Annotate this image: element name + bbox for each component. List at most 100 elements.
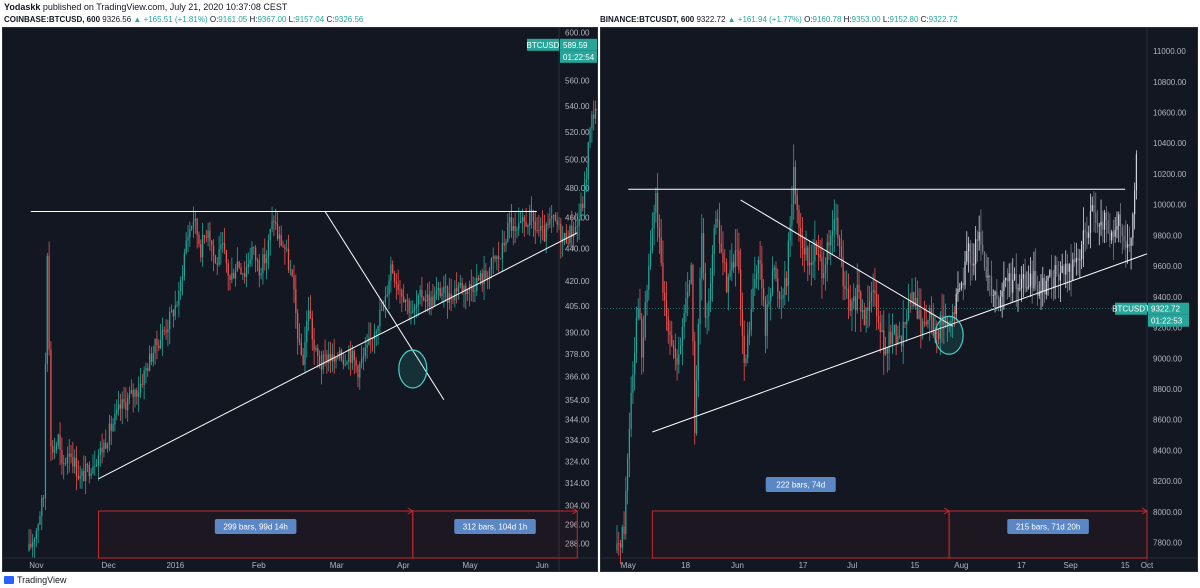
candle-body [594,108,597,119]
x-tick-label: Jun [536,561,549,570]
candle-body [510,217,513,231]
candle-body [996,291,998,300]
candle-body [1028,286,1030,288]
candle-body [386,294,388,297]
candle-body [660,237,662,263]
candle-body [203,235,206,237]
candle-body [492,256,494,259]
candle-body [1125,241,1127,248]
author-name[interactable]: Yodaskk [4,2,41,12]
candle-body [450,293,452,300]
candle-body [1052,277,1054,288]
candle-body [287,248,290,270]
symbol-tag-label: BTCUSDT [1112,305,1150,314]
candle-body [456,288,458,292]
y-tick-label: 8600.00 [1153,416,1182,425]
date-range: 215 bars, 71d 20h [948,507,1148,559]
y-tick-label: 7800.00 [1153,539,1182,548]
candle-body [784,277,786,295]
candle-body [311,317,313,340]
candle-body [992,295,994,296]
candle-body [42,498,45,499]
candle-body [375,331,377,334]
x-tick-label: Apr [397,561,410,570]
candle-body [754,279,756,288]
candle-body [291,269,293,276]
candle-body [669,331,671,336]
candle-body [816,242,818,255]
candle-body [236,261,238,272]
candle-body [1008,273,1010,282]
x-tick-label: Nov [29,561,43,570]
candle-body [481,273,483,285]
left-chart-svg[interactable]: 600.00580.00560.00540.00520.00500.00480.… [3,28,597,571]
candle-body [304,342,306,365]
candle-body [331,354,334,362]
candle-body [339,350,341,358]
candle-body [103,442,105,453]
candle-body [501,243,503,259]
candle-body [886,348,888,354]
candle-body [759,260,761,264]
right-open: 9160.78 [812,15,842,24]
candle-body [419,289,421,296]
candle-body [1091,205,1093,212]
candle-body [929,308,931,321]
candle-body [794,166,797,195]
candle-body [474,291,476,292]
candle-body [408,300,410,313]
y-tick-label: 520.00 [565,128,590,137]
footer-brand[interactable]: TradingView [17,575,67,585]
candle-body [337,357,339,359]
candle-body [293,275,295,290]
candle-body [295,289,297,313]
candle-body [982,244,984,252]
candle-body [211,240,213,246]
candle-body [161,330,164,340]
y-tick-label: 600.00 [565,29,590,38]
candle-body [306,320,308,343]
candle-body [1114,229,1116,237]
candle-body [768,301,770,305]
candle-body [731,262,733,271]
candle-body [35,530,37,540]
candle-body [738,250,740,270]
countdown-label: 01:22:53 [1151,317,1183,326]
candle-body [840,246,842,258]
date-range-label: 222 bars, 74d [776,481,825,490]
candle-body [114,413,116,425]
right-low: 9152.80 [889,15,919,24]
candle-body [750,309,752,330]
candle-body [1024,274,1026,289]
candle-body [736,250,738,252]
candle-body [1075,257,1077,263]
left-low: 9157.04 [295,15,325,24]
candle-body [262,254,264,274]
candle-body [900,335,903,347]
candle-body [1029,273,1032,287]
candle-body [128,393,131,398]
left-chart-panel[interactable]: 600.00580.00560.00540.00520.00500.00480.… [2,27,598,572]
candle-body [563,233,566,239]
candle-body [676,357,678,365]
candle-body [238,261,240,268]
candle-body [655,192,657,213]
candle-body [41,498,43,517]
candle-body [773,267,775,270]
candle-body [1088,232,1090,239]
right-chart-svg[interactable]: 11000.00 10800.00 10600.00 10400.00 10200.00… [601,28,1197,571]
candle-body [242,273,244,275]
candle-body [720,243,722,253]
right-chart-panel[interactable]: 11000.00 10800.00 10600.00 10400.00 10200.00… [600,27,1198,572]
candle-body [1066,263,1069,272]
x-tick-label: May [462,561,477,570]
y-tick-label: 390.00 [565,328,590,337]
candle-body [667,316,669,332]
candle-body [101,447,103,453]
candle-body [191,226,193,230]
candle-body [1058,274,1060,281]
candle-body [523,217,525,222]
x-tick-label: 2016 [166,561,184,570]
candle-body [74,457,76,467]
candle-body [950,320,952,327]
